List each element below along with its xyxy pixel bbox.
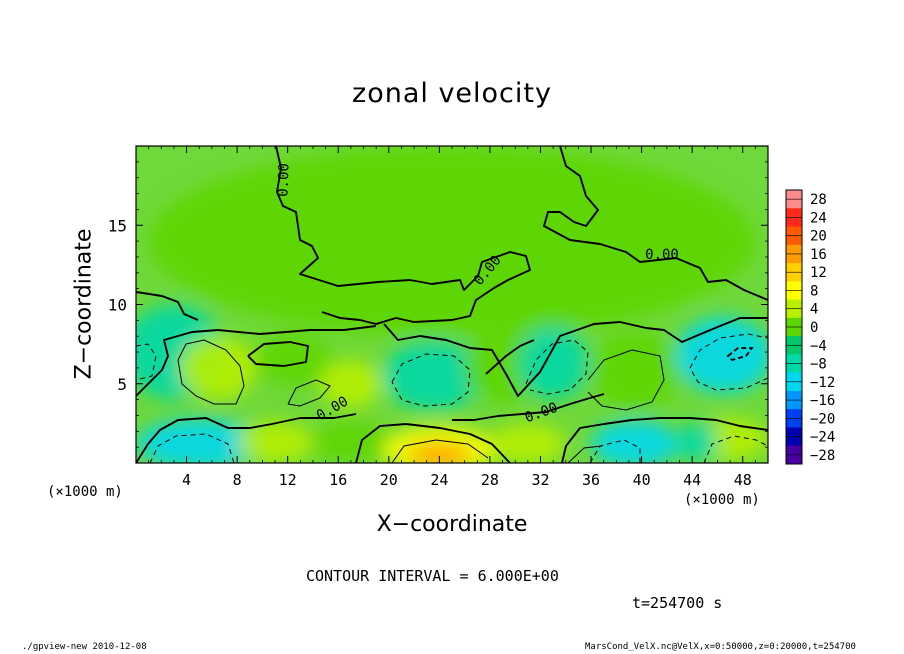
- x-tick-label-5: 24: [430, 471, 448, 489]
- x-tick-label-7: 32: [531, 471, 549, 489]
- colorbar-label-1: 24: [810, 210, 827, 226]
- negative-contour-inner: [726, 347, 754, 362]
- positive-contour-3: [391, 439, 489, 463]
- x-tick-label-0: 4: [182, 471, 191, 489]
- x-tick-label-3: 16: [329, 471, 347, 489]
- chart-title: zonal velocity: [352, 78, 552, 109]
- x-tick-label-1: 8: [233, 471, 242, 489]
- colorbar-label-13: −24: [810, 430, 835, 446]
- colorbar-label-6: 4: [810, 302, 818, 318]
- footer-left-text: ./gpview-new 2010-12-08: [22, 642, 147, 652]
- y-tick-label-1: 10: [108, 296, 127, 315]
- x-tick-label-6: 28: [481, 471, 499, 489]
- zero-contour-1: [543, 146, 768, 301]
- field-region-3: [256, 334, 332, 386]
- zero-contour-5: [383, 317, 768, 397]
- contour-label-group-2: 0.00: [645, 247, 679, 263]
- x-tick-label-8: 36: [582, 471, 600, 489]
- field-region-7: [517, 326, 589, 400]
- zero-contour-0: [275, 146, 531, 325]
- negative-contour-6: [589, 439, 641, 463]
- positive-contour-2: [587, 349, 665, 411]
- contour-label-2: 0.00: [645, 247, 679, 263]
- contour-lines: 0.000.00 0.000.00 0.00: [136, 146, 768, 463]
- x-axis-label: X−coordinate: [376, 512, 528, 537]
- time-label: t=254700 s: [632, 594, 723, 612]
- colorbar-label-4: 12: [810, 265, 827, 281]
- colorbar-label-3: 16: [810, 247, 827, 263]
- field-region-8: [591, 331, 680, 411]
- x-tick-label-11: 48: [734, 471, 752, 489]
- color-field: [136, 146, 768, 463]
- y-tick-label-0: 5: [117, 375, 127, 394]
- field-region-15: [489, 423, 566, 463]
- colorbar: 28 24 20 16 12 8 4 0 −4 −8 −12 −16 −20 −24 −28: [785, 189, 835, 465]
- x-unit-label-right: (×1000 m): [684, 492, 760, 508]
- x-tick-label-4: 20: [380, 471, 398, 489]
- contour-interval-text: CONTOUR INTERVAL = 6.000E+00: [306, 567, 559, 585]
- zero-contour-2: [136, 291, 199, 321]
- colorbar-label-7: 0: [810, 320, 818, 336]
- zero-contour-6: [247, 341, 309, 367]
- x-tick-label-2: 12: [279, 471, 297, 489]
- field-region-4: [319, 359, 383, 408]
- colorbar-label-8: −4: [810, 338, 827, 354]
- zero-contour-10: [452, 393, 605, 421]
- colorbar-label-0: 28: [810, 192, 827, 208]
- colorbar-label-9: −8: [810, 357, 827, 373]
- x-tick-label-10: 44: [683, 471, 701, 489]
- contour-label-group-0: 0.00: [275, 163, 292, 197]
- zero-contour-4: [136, 413, 357, 463]
- x-tick-label-9: 40: [633, 471, 651, 489]
- positive-contour-0: [177, 339, 245, 405]
- colorbar-label-14: −28: [810, 448, 835, 464]
- zero-contour-9: [561, 417, 768, 463]
- field-region-16: [591, 420, 680, 463]
- positive-contour-4: [567, 445, 603, 463]
- negative-contour-2: [689, 333, 768, 391]
- field-region-12: [312, 421, 389, 463]
- colorbar-label-10: −12: [810, 375, 835, 391]
- y-tick-label-2: 15: [108, 216, 127, 235]
- footer-right-text: MarsCond_VelX.nc@VelX,x=0:50000,z=0:2000…: [585, 642, 856, 652]
- colorbar-label-11: −16: [810, 393, 835, 409]
- zero-contour-8: [355, 423, 511, 463]
- field-region-0: [148, 146, 756, 337]
- zero-contour-3: [136, 325, 377, 397]
- colorbar-label-5: 8: [810, 283, 818, 299]
- colorbar-label-12: −20: [810, 411, 835, 427]
- positive-contour-1: [287, 379, 331, 407]
- field-region-2: [180, 336, 257, 400]
- x-unit-label-left: (×1000 m): [47, 484, 123, 500]
- field-blobs: [136, 146, 768, 463]
- field-region-5: [382, 340, 484, 411]
- negative-contour-4: [149, 433, 235, 463]
- colorbar-label-2: 20: [810, 229, 827, 245]
- field-region-11: [237, 421, 313, 463]
- field-region-18: [679, 421, 718, 463]
- field-region-9: [675, 317, 768, 394]
- contour-label-0: 0.00: [275, 163, 292, 197]
- field-region-14: [407, 443, 471, 463]
- negative-contour-5: [703, 435, 768, 463]
- zero-contour-7: [485, 339, 535, 375]
